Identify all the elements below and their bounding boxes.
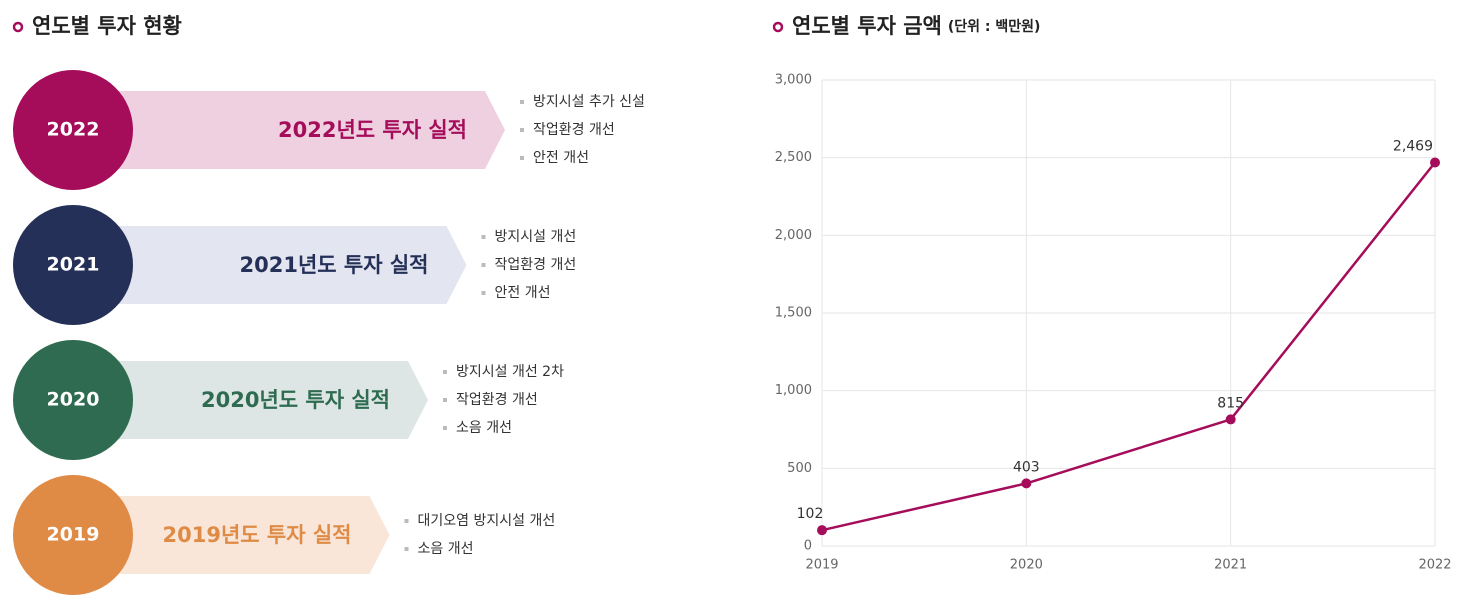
arrow-band xyxy=(100,91,505,169)
title-bullet xyxy=(772,21,784,33)
y-tick-label: 3,000 xyxy=(775,73,812,88)
bullet-dot xyxy=(520,128,524,132)
y-tick-label: 500 xyxy=(787,461,812,476)
bullet-dot xyxy=(481,235,486,239)
bullet-text: 작업환경 개선 xyxy=(533,122,615,138)
bullet-text: 대기오염 방지시설 개선 xyxy=(418,513,556,529)
bullet-dot xyxy=(481,291,486,295)
line xyxy=(821,161,1436,532)
section-title: 연도별 투자 현황 xyxy=(32,14,182,38)
band-label: 2022년도 투자 실적 xyxy=(278,118,467,142)
year-label: 2019 xyxy=(47,524,100,546)
bullet-dot xyxy=(520,156,524,160)
point xyxy=(1021,478,1032,489)
x-tick-label: 2021 xyxy=(1214,558,1247,573)
chart-subtitle: (단위 : 백만원) xyxy=(948,18,1041,35)
y-tick-label: 1,000 xyxy=(775,383,812,398)
year-circle xyxy=(13,475,133,595)
value-label: 403 xyxy=(1013,459,1040,475)
value-label: 102 xyxy=(797,506,824,522)
year-label: 2022 xyxy=(47,119,100,141)
year-circle xyxy=(13,340,133,460)
y-tick-label: 0 xyxy=(804,539,812,554)
year-circle xyxy=(13,205,133,325)
year-label: 2021 xyxy=(47,254,100,276)
bullet-text: 작업환경 개선 xyxy=(495,257,577,273)
y-tick-label: 2,500 xyxy=(775,150,812,165)
x-tick-label: 2019 xyxy=(805,558,838,573)
band-label: 2019년도 투자 실적 xyxy=(163,523,352,547)
bullet-dot xyxy=(443,398,447,402)
bullet-text: 방지시설 개선 2차 xyxy=(456,364,564,380)
point xyxy=(1225,414,1236,425)
bullet-dot xyxy=(404,547,409,551)
bullet-dot xyxy=(443,426,447,430)
bullet-text: 안전 개선 xyxy=(533,150,589,166)
chart-title-main: 연도별 투자 금액 xyxy=(792,14,942,38)
value-label: 815 xyxy=(1217,395,1244,411)
bullet-text: 방지시설 개선 xyxy=(495,229,577,245)
bullet-dot xyxy=(404,519,409,523)
x-tick-label: 2020 xyxy=(1010,558,1043,573)
title-bullet xyxy=(12,21,24,33)
arrow-band xyxy=(100,361,428,439)
arrow-band xyxy=(100,496,390,574)
bullet-dot xyxy=(443,370,447,374)
y-tick-label: 1,500 xyxy=(775,306,812,321)
arrow-band xyxy=(100,226,467,304)
bullet-text: 방지시설 추가 신설 xyxy=(533,94,645,110)
band-label: 2020년도 투자 실적 xyxy=(201,388,390,412)
point xyxy=(1430,157,1440,168)
year-label: 2020 xyxy=(47,389,100,411)
x-tick-label: 2022 xyxy=(1418,558,1451,573)
bullet-text: 소음 개선 xyxy=(456,420,512,436)
bullet-dot xyxy=(481,263,486,267)
chart-title: 연도별 투자 금액 (단위 : 백만원) xyxy=(792,14,1040,38)
value-label: 2,469 xyxy=(1393,138,1433,154)
bullet-text: 소음 개선 xyxy=(418,541,474,557)
bullet-dot xyxy=(520,100,524,104)
band-label: 2021년도 투자 실적 xyxy=(240,253,429,277)
year-circle xyxy=(13,70,133,190)
point xyxy=(817,525,827,536)
bullet-text: 작업환경 개선 xyxy=(456,392,538,408)
y-tick-label: 2,000 xyxy=(775,228,812,243)
bullet-text: 안전 개선 xyxy=(495,285,551,301)
